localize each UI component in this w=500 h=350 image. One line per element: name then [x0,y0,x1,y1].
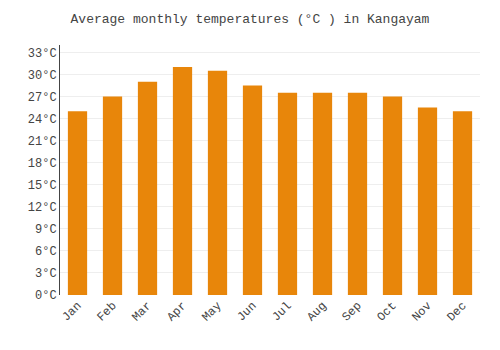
svg-text:Mar: Mar [129,299,154,324]
svg-text:15°C: 15°C [28,179,57,193]
svg-text:Jan: Jan [59,299,84,324]
svg-text:Feb: Feb [94,299,119,324]
svg-text:9°C: 9°C [35,223,57,237]
svg-text:Aug: Aug [304,299,329,324]
svg-text:Dec: Dec [444,299,469,324]
svg-text:Oct: Oct [374,299,399,324]
svg-text:18°C: 18°C [28,157,57,171]
svg-text:24°C: 24°C [28,113,57,127]
svg-text:21°C: 21°C [28,135,57,149]
svg-text:Jun: Jun [234,299,259,324]
svg-text:30°C: 30°C [28,69,57,83]
svg-text:Average monthly temperatures (: Average monthly temperatures (°C ) in Ka… [71,12,430,27]
svg-text:27°C: 27°C [28,91,57,105]
svg-text:3°C: 3°C [35,267,57,281]
svg-text:Nov: Nov [409,299,434,324]
svg-text:6°C: 6°C [35,245,57,259]
svg-text:May: May [199,299,224,324]
svg-text:0°C: 0°C [35,289,57,303]
svg-text:Apr: Apr [164,299,189,324]
svg-text:Sep: Sep [339,299,364,324]
svg-text:12°C: 12°C [28,201,57,215]
svg-text:33°C: 33°C [28,47,57,61]
svg-text:Jul: Jul [269,299,294,324]
